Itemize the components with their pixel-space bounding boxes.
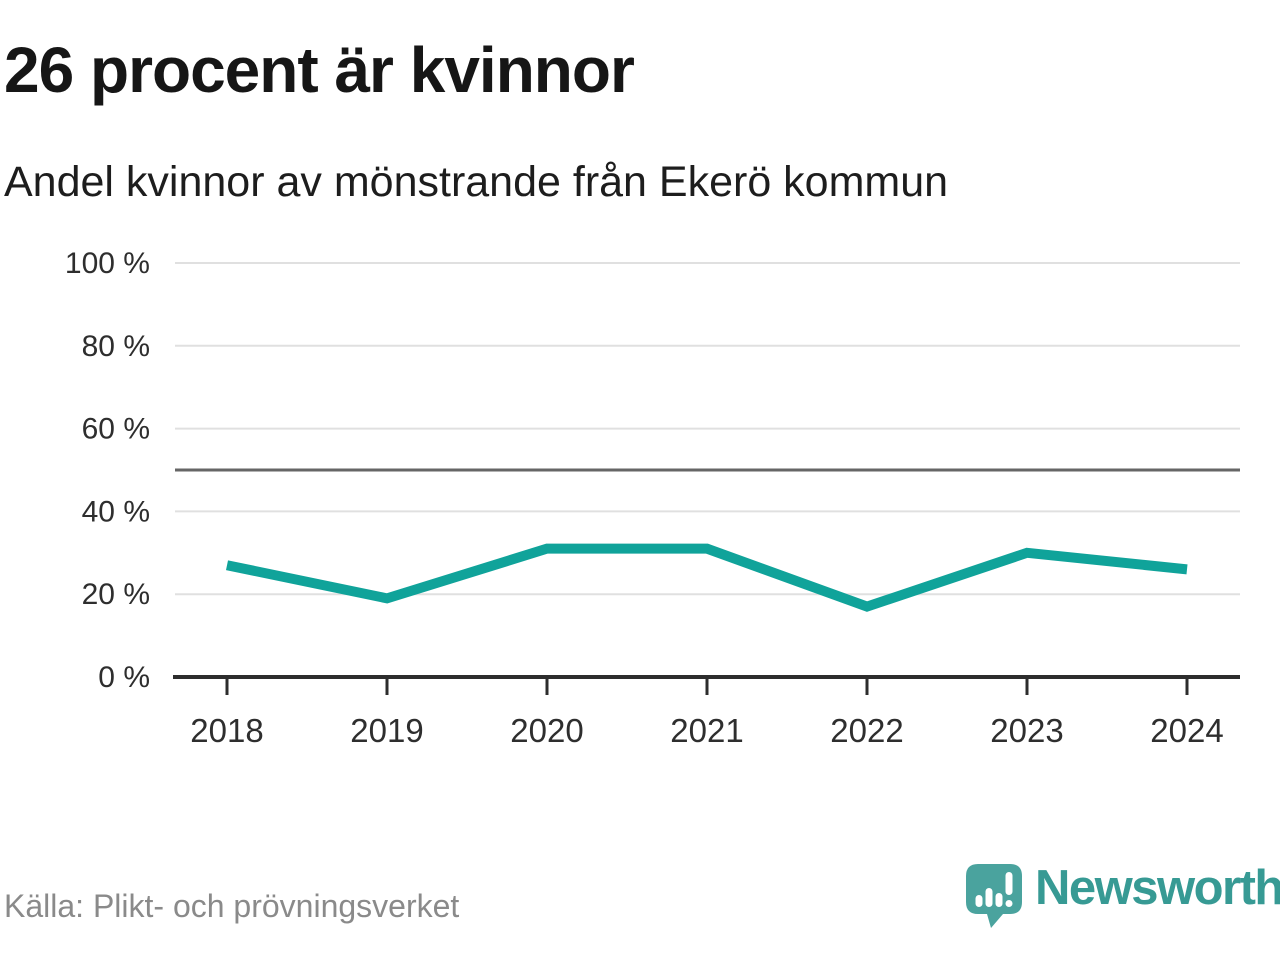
y-tick-label: 20 % (82, 578, 150, 611)
x-tick-label: 2019 (350, 712, 423, 749)
y-tick-label: 60 % (82, 413, 150, 446)
x-tick-label: 2021 (670, 712, 743, 749)
x-tick-label: 2020 (510, 712, 583, 749)
brand-name: Newsworthy (1035, 861, 1280, 915)
y-tick-label: 0 % (98, 661, 150, 694)
chart-title: 26 procent är kvinnor (4, 34, 635, 106)
source-note: Källa: Plikt- och prövningsverket (4, 888, 460, 924)
y-tick-label: 100 % (65, 247, 150, 280)
brand-logo: Newsworthy (963, 861, 1280, 931)
newsworthy-logo-icon (966, 864, 1022, 928)
x-tick-label: 2018 (190, 712, 263, 749)
data-line (225, 543, 1188, 612)
x-tick-label: 2024 (1150, 712, 1223, 749)
x-tick-label: 2023 (990, 712, 1063, 749)
x-tick-label: 2022 (830, 712, 903, 749)
y-tick-label: 40 % (82, 495, 150, 528)
chart-subtitle: Andel kvinnor av mönstrande från Ekerö k… (4, 158, 949, 206)
y-tick-label: 80 % (82, 330, 150, 363)
